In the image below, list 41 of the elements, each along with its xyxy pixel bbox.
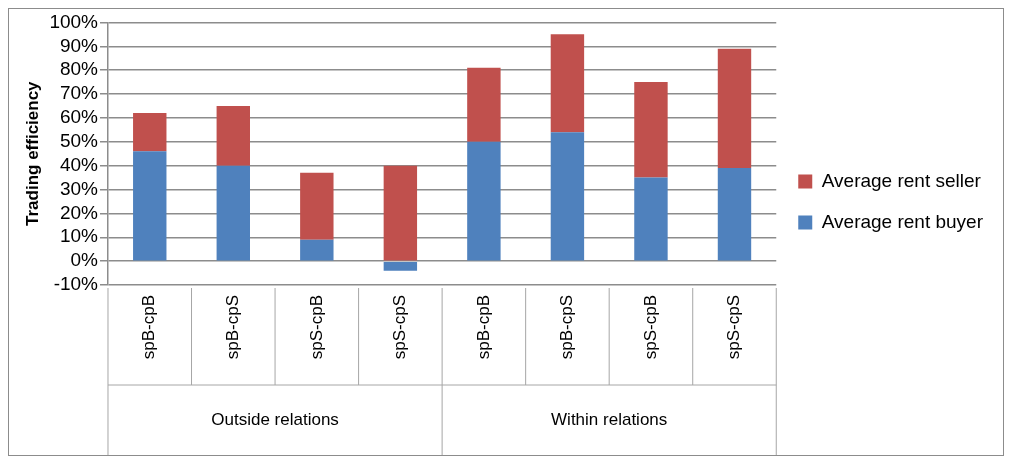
- x-tick-label: spS-cpS: [390, 295, 410, 360]
- y-tick-label: 40%: [59, 153, 99, 175]
- bar: [717, 168, 752, 261]
- x-tick-label: spS-cpB: [306, 295, 326, 360]
- y-axis-title: Trading efficiency: [22, 80, 42, 226]
- text: Within relations: [551, 409, 668, 429]
- x-tick-label: spB-cpS: [222, 295, 242, 360]
- legend-label: Average rent buyer: [821, 210, 984, 232]
- text: Outside relations: [211, 409, 339, 429]
- bar: [634, 82, 668, 178]
- bar: [550, 34, 585, 133]
- bar: [216, 165, 250, 261]
- legend-label: Average rent seller: [821, 169, 982, 191]
- x-tick-label: spB-cpB: [473, 295, 493, 360]
- y-tick-label: 70%: [59, 82, 99, 104]
- bar: [133, 151, 167, 261]
- bar: [467, 141, 501, 261]
- y-tick-label: -10%: [53, 273, 99, 295]
- x-tick-label: spB-cpS: [557, 295, 577, 360]
- y-tick-label: 10%: [59, 225, 99, 247]
- bar: [634, 177, 668, 261]
- y-tick-label: 80%: [59, 58, 99, 80]
- bar: [550, 132, 585, 261]
- y-tick-label: 90%: [59, 34, 99, 56]
- x-tick-label: spB-cpB: [139, 295, 159, 360]
- y-tick-label: 50%: [59, 130, 99, 151]
- bar: [383, 165, 418, 261]
- bar: [717, 48, 752, 169]
- y-tick-label: 100%: [49, 10, 99, 32]
- y-tick-label: 60%: [59, 106, 99, 128]
- bar: [216, 105, 250, 166]
- x-tick-label: spS-cpB: [640, 295, 660, 360]
- bar: [467, 67, 501, 142]
- bar: [133, 113, 167, 152]
- bar: [383, 261, 418, 271]
- bar: [300, 239, 334, 261]
- bar: [300, 172, 334, 240]
- x-tick-label: spS-cpS: [724, 295, 744, 360]
- y-tick-label: 30%: [59, 177, 99, 199]
- y-tick-label: 20%: [59, 201, 99, 223]
- y-tick-label: 0%: [70, 249, 99, 271]
